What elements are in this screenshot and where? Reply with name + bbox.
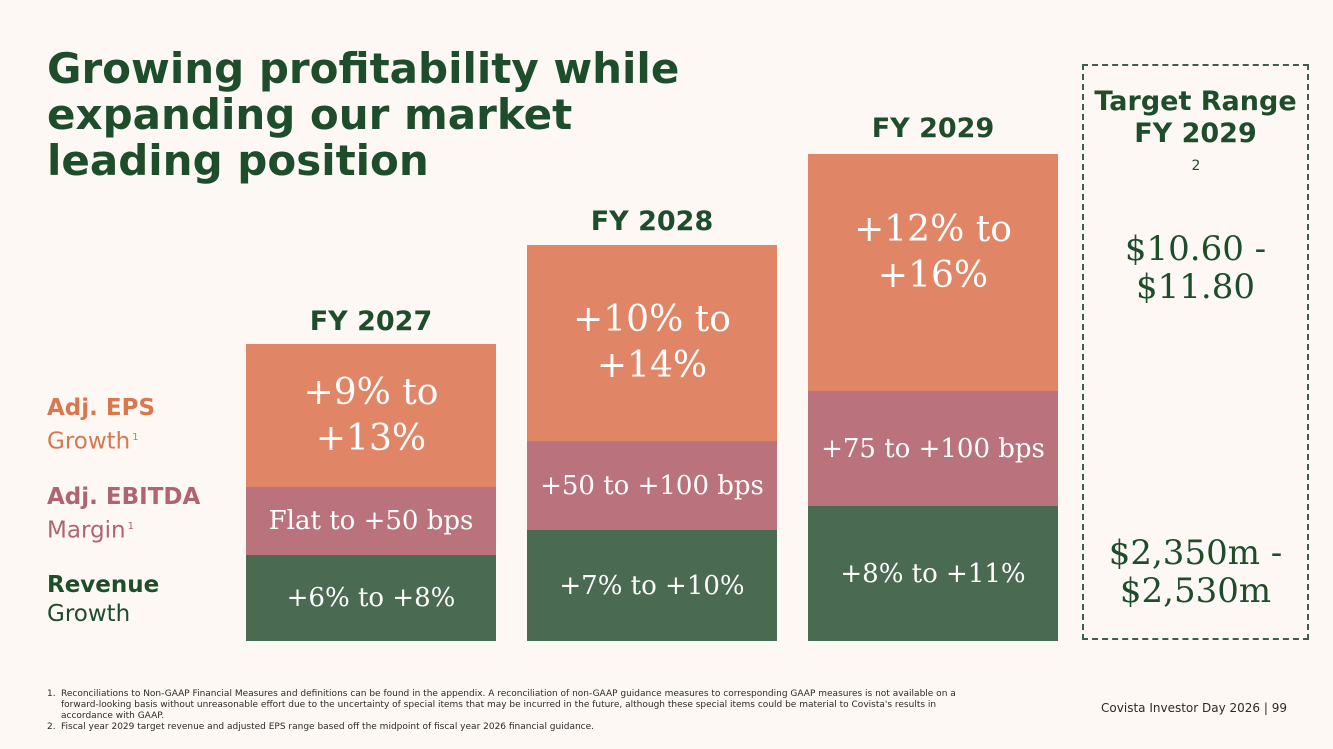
year-label-fy2029: FY 2029 (871, 113, 995, 144)
row-label-ebitda-title: Adj. EBITDA (47, 484, 201, 510)
revenue-cell-fy2027: +6% to +8% (246, 555, 496, 641)
title-line-1: Growing profitability while (47, 44, 680, 93)
slide-title: Growing profitability while expanding ou… (47, 46, 767, 184)
revenue-cell-fy2028: +7% to +10% (527, 530, 777, 641)
row-label-eps: Adj. EPS Growth 1 (47, 394, 155, 457)
row-label-revenue-title: Revenue (47, 572, 160, 598)
footnote-ref-1: 1 (132, 432, 139, 443)
ebitda-cell-fy2029: +75 to +100 bps (808, 391, 1058, 506)
year-label-fy2028: FY 2028 (590, 206, 714, 237)
row-label-ebitda-subtitle: Margin 1 (47, 517, 134, 544)
target-range-box: Target Range FY 2029 2 $10.60 - $11.80 $2… (1082, 64, 1309, 640)
slide-footer: Covista Investor Day 2026 | 99 (1101, 701, 1287, 715)
target-eps-range: $10.60 - $11.80 (1124, 229, 1267, 307)
footnote-ref-2: 2 (1191, 158, 1201, 174)
row-label-revenue: Revenue Growth (47, 571, 159, 629)
eps-cell-fy2029: +12% to +16% (808, 154, 1058, 391)
row-label-eps-title: Adj. EPS (47, 395, 156, 421)
year-label-fy2027: FY 2027 (309, 306, 433, 337)
ebitda-cell-fy2028: +50 to +100 bps (527, 441, 777, 530)
eps-cell-fy2028: +10% to +14% (527, 245, 777, 441)
ebitda-cell-fy2027: Flat to +50 bps (246, 487, 496, 555)
title-line-3: leading position (47, 136, 429, 185)
title-line-2: expanding our market (47, 90, 573, 139)
target-revenue-range: $2,350m - $2,530m (1108, 533, 1283, 611)
revenue-cell-fy2029: +8% to +11% (808, 506, 1058, 641)
eps-cell-fy2027: +9% to +13% (246, 344, 496, 487)
footnote-ref-1: 1 (127, 521, 134, 532)
row-label-revenue-subtitle: Growth (47, 601, 131, 627)
row-label-eps-subtitle: Growth 1 (47, 428, 139, 455)
footnote-2: 2. Fiscal year 2029 target revenue and a… (47, 722, 595, 732)
row-label-ebitda: Adj. EBITDA Margin 1 (47, 483, 200, 546)
footnote-1: 1. Reconciliations to Non-GAAP Financial… (47, 689, 956, 721)
target-range-title: Target Range FY 2029 2 (1094, 86, 1297, 174)
footnotes: 1. Reconciliations to Non-GAAP Financial… (47, 689, 987, 733)
